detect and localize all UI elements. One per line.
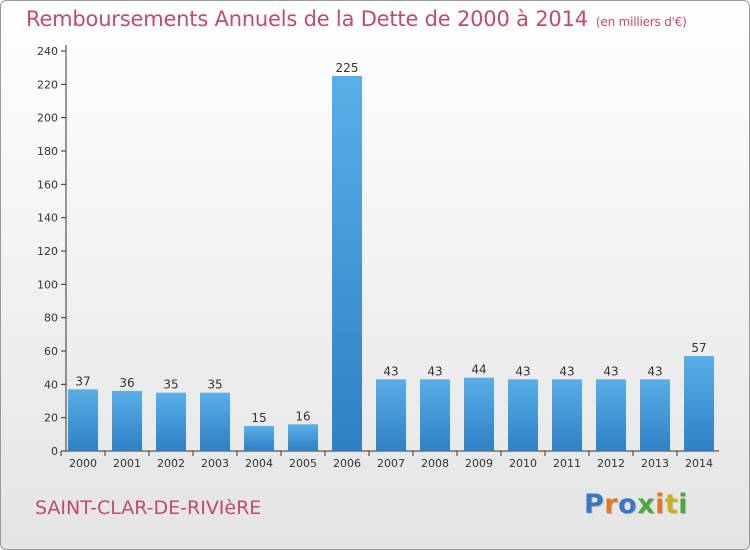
bar [200, 392, 230, 451]
y-tick-label: 200 [37, 112, 58, 125]
y-tick-label: 160 [37, 178, 58, 191]
bar [552, 379, 582, 451]
logo-letter: t [664, 489, 679, 520]
bar [112, 391, 142, 451]
bar [68, 389, 98, 451]
bar [420, 379, 450, 451]
data-label: 15 [251, 411, 266, 425]
x-tick-label: 2000 [69, 457, 97, 470]
y-tick-label: 80 [44, 312, 58, 325]
y-tick-label: 220 [37, 78, 58, 91]
bar [332, 76, 362, 451]
bar [596, 379, 626, 451]
y-tick-label: 20 [44, 412, 58, 425]
data-label: 43 [515, 364, 530, 378]
logo-letter: r [604, 489, 619, 520]
x-tick-label: 2012 [597, 457, 625, 470]
commune-name: SAINT-CLAR-DE-RIVIèRE [35, 497, 262, 519]
data-label: 37 [75, 374, 90, 388]
proxiti-logo: Proxiti [584, 489, 688, 520]
x-tick-label: 2002 [157, 457, 185, 470]
data-label: 43 [427, 364, 442, 378]
logo-letter: o [618, 489, 638, 520]
data-label: 44 [471, 363, 486, 377]
unit-label: (en milliers d'€) [595, 15, 687, 29]
data-label: 35 [207, 378, 222, 392]
logo-letter: P [584, 489, 605, 520]
bars: 37 36 35 35 15 16 225 43 43 44 43 43 43 43 57 [68, 61, 714, 451]
data-label: 43 [603, 364, 618, 378]
y-tick-label: 100 [37, 278, 58, 291]
x-tick-label: 2014 [685, 457, 713, 470]
y-tick-label: 240 [37, 45, 58, 58]
bar [244, 426, 274, 451]
data-label: 57 [691, 341, 706, 355]
x-tick-label: 2003 [201, 457, 229, 470]
x-tick-label: 2013 [641, 457, 669, 470]
x-tick-label: 2004 [245, 457, 273, 470]
data-label: 36 [119, 376, 134, 390]
bar [376, 379, 406, 451]
x-tick-label: 2007 [377, 457, 405, 470]
logo-letter: i [655, 489, 665, 520]
bar [508, 379, 538, 451]
logo-letter: i [678, 489, 689, 520]
x-tick-label: 2006 [333, 457, 361, 470]
x-tick-label: 2008 [421, 457, 449, 470]
data-label: 225 [336, 61, 359, 75]
x-tick-label: 2009 [465, 457, 493, 470]
data-label: 43 [559, 364, 574, 378]
bar [640, 379, 670, 451]
x-tick-label: 2010 [509, 457, 537, 470]
logo-letter: x [637, 489, 656, 520]
axes: 0 20 40 60 80 100 120 140 160 180 200 220 240 2000 200… [37, 45, 719, 470]
x-tick-label: 2005 [289, 457, 317, 470]
data-label: 43 [647, 364, 662, 378]
bar [288, 424, 318, 451]
bar [156, 392, 186, 451]
x-tick-label: 2011 [553, 457, 581, 470]
y-tick-label: 120 [37, 245, 58, 258]
y-tick-label: 180 [37, 145, 58, 158]
x-tick-label: 2001 [113, 457, 141, 470]
bar [464, 377, 494, 451]
data-label: 43 [383, 364, 398, 378]
title-text: Remboursements Annuels de la Dette de 20… [26, 7, 588, 31]
y-tick-label: 60 [44, 345, 58, 358]
bar [684, 356, 714, 451]
data-label: 16 [295, 409, 310, 423]
chart-title: Remboursements Annuels de la Dette de 20… [26, 7, 687, 31]
y-tick-label: 40 [44, 378, 58, 391]
y-tick-label: 0 [51, 445, 58, 458]
y-tick-label: 140 [37, 212, 58, 225]
data-label: 35 [163, 378, 178, 392]
